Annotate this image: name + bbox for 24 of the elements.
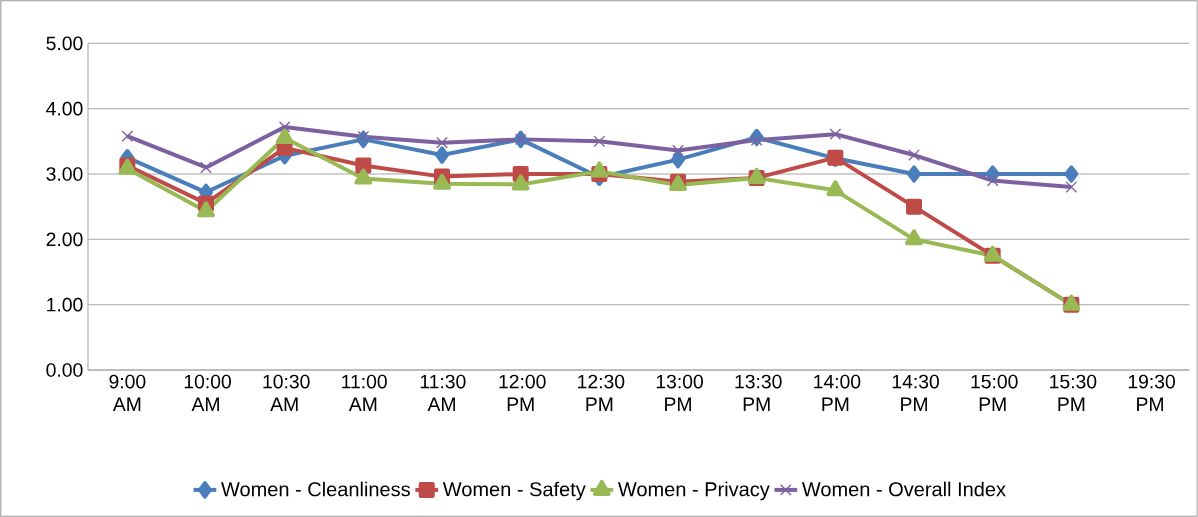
- x-tick-label: 15:00 PM: [971, 374, 1018, 411]
- x-tick-label: 15:30 PM: [1050, 374, 1097, 411]
- y-tick-label: 4.00: [46, 101, 83, 116]
- x-tick-label: 10:30 AM: [263, 374, 310, 411]
- x-tick-label: 12:00 PM: [499, 374, 546, 411]
- y-tick-label: 5.00: [46, 36, 83, 51]
- x-tick-label: 11:30 AM: [420, 374, 466, 411]
- x-tick-label: 13:30 PM: [735, 374, 782, 411]
- x-tick-label: 9:00 AM: [109, 374, 146, 411]
- x-tick-label: 14:30 PM: [892, 374, 939, 411]
- x-tick-label: 14:00 PM: [814, 374, 861, 411]
- legend-label: Women - Privacy: [617, 481, 770, 501]
- legend-label: Women - Safety: [442, 481, 586, 501]
- y-tick-label: 3.00: [46, 167, 83, 181]
- y-tick-label: 2.00: [46, 232, 83, 247]
- y-tick-label: 0.00: [46, 363, 83, 377]
- x-tick-label: 10:00 AM: [184, 374, 231, 411]
- legend-label: Women - Overall Index: [801, 481, 1006, 497]
- x-tick-label: 11:00 AM: [342, 374, 387, 411]
- x-tick-label: 19:30 PM: [1128, 374, 1175, 411]
- x-tick-label: 13:00 PM: [656, 374, 703, 411]
- legend-label: Women - Cleanliness: [221, 481, 410, 497]
- x-tick-label: 12:30 PM: [578, 374, 625, 411]
- y-tick-label: 1.00: [47, 297, 83, 312]
